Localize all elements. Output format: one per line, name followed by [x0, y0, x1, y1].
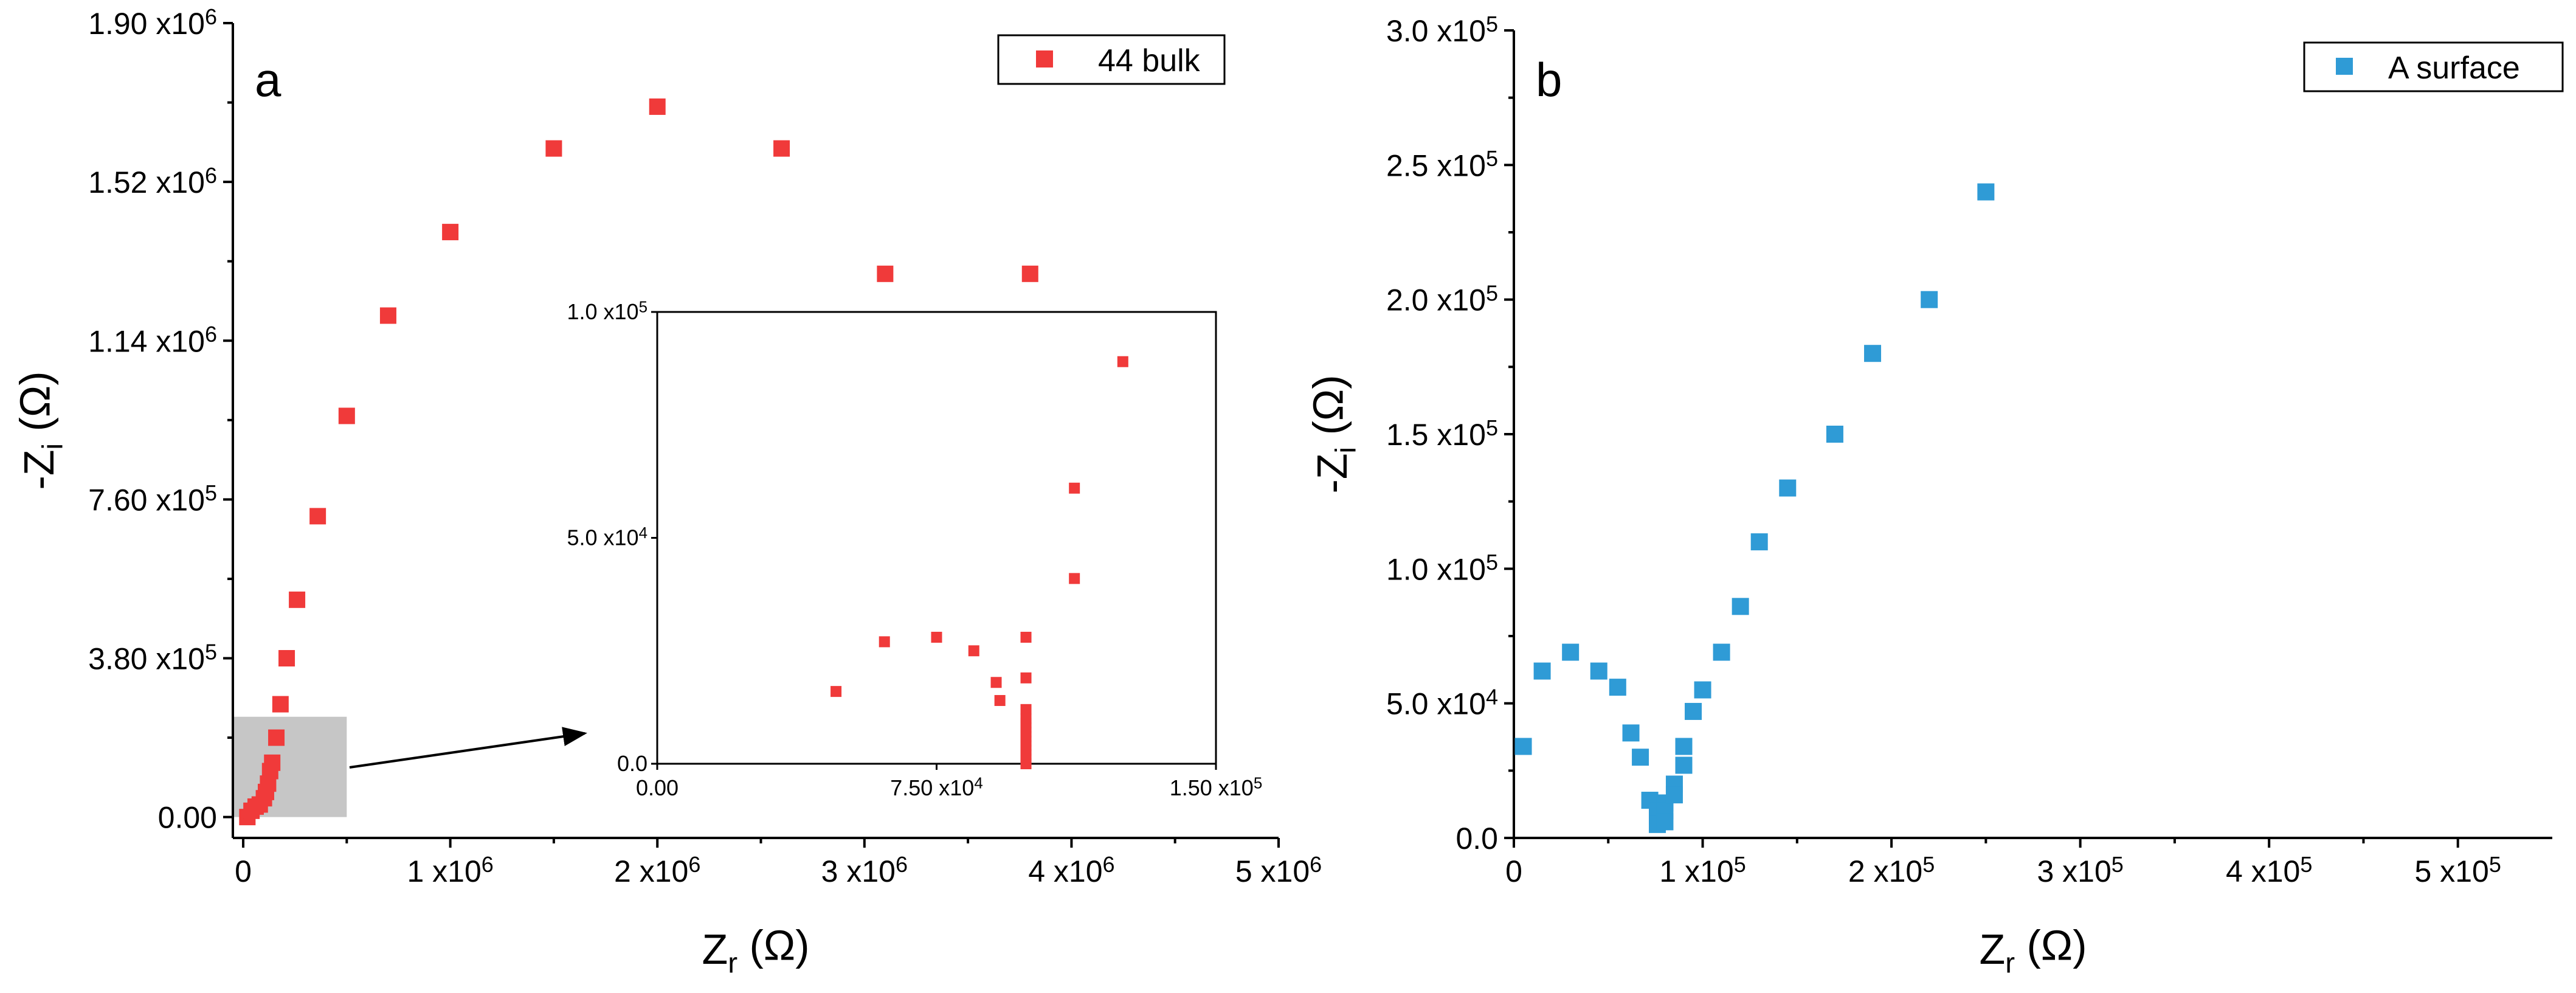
- x-tick-label: 2 x105: [1848, 852, 1935, 888]
- data-point: [1685, 702, 1702, 720]
- data-point: [1732, 598, 1749, 615]
- y-tick-label: 2.0 x105: [1386, 280, 1498, 317]
- data-point: [1609, 679, 1626, 696]
- data-point: [1864, 345, 1882, 362]
- inset-data-point: [968, 645, 979, 657]
- inset-data-point: [1069, 573, 1080, 584]
- data-point: [1665, 786, 1683, 804]
- x-tick-label: 0: [1505, 854, 1522, 888]
- data-point: [1590, 662, 1607, 680]
- data-point: [1826, 426, 1843, 443]
- inset-data-point: [990, 677, 1002, 688]
- data-point: [1514, 738, 1532, 755]
- x-tick-label: 3 x105: [2037, 852, 2123, 888]
- x-tick-label: 4 x105: [2226, 852, 2312, 888]
- inset-data-point: [994, 694, 1006, 706]
- inset-data-point: [1069, 482, 1080, 494]
- inset-data-point: [1117, 356, 1128, 367]
- y-tick-label: 3.80 x105: [88, 639, 217, 676]
- legend-marker: [2336, 58, 2353, 75]
- x-tick-label: 4 x106: [1028, 852, 1114, 888]
- x-axis-title: Zr (Ω): [702, 921, 809, 979]
- data-point: [1021, 265, 1038, 282]
- data-point: [1675, 738, 1693, 755]
- y-tick-label: 2.5 x105: [1386, 146, 1498, 182]
- data-point: [1675, 756, 1693, 774]
- legend-label: A surface: [2388, 50, 2520, 86]
- inset-data-point: [830, 686, 842, 697]
- data-point: [289, 591, 306, 608]
- x-tick-label: 1 x106: [407, 852, 493, 888]
- zoom-arrow: [349, 727, 587, 769]
- y-tick-label: 1.90 x106: [88, 4, 217, 41]
- data-point: [272, 696, 289, 713]
- data-point: [1562, 643, 1580, 661]
- data-point: [338, 407, 355, 424]
- data-point: [1750, 533, 1768, 551]
- y-tick-label: 1.14 x106: [88, 322, 217, 358]
- data-point: [649, 98, 666, 115]
- x-tick-label: 2 x106: [614, 852, 700, 888]
- data-point: [1921, 291, 1938, 308]
- inset-plot: 0.00 7.50 x104 1.50 x105 0.0 5.0 x104 1.0 x10…: [567, 299, 1262, 800]
- data-point: [379, 307, 396, 324]
- inset-y-tick-label: 0.0: [617, 751, 647, 776]
- y-axis-title: -Zi (Ω): [1304, 375, 1362, 493]
- data-point: [773, 140, 790, 157]
- panel-label: a: [255, 53, 281, 106]
- inset-data-point: [1020, 758, 1032, 769]
- y-tick-label: 3.0 x105: [1386, 12, 1498, 48]
- x-tick-label: 5 x106: [1235, 852, 1322, 888]
- inset-background: [657, 312, 1216, 764]
- data-point: [1977, 183, 1995, 201]
- inset-x-tick-label: 1.50 x105: [1170, 775, 1263, 800]
- data-point: [1656, 813, 1674, 831]
- panel-b: 0 1 x105 2 x105 3 x105 4 x105 5 x105 0.0 5.0 x1…: [1304, 12, 2564, 979]
- data-point: [278, 650, 295, 667]
- data-point: [309, 508, 326, 525]
- data-point: [1533, 662, 1551, 680]
- data-point: [268, 729, 285, 746]
- data-point: [1622, 724, 1640, 742]
- data-point: [545, 140, 562, 157]
- inset-data-point: [1020, 704, 1032, 715]
- data-point: [1632, 749, 1649, 766]
- y-tick-label: 7.60 x105: [88, 480, 217, 517]
- data-point: [442, 224, 459, 241]
- panel-a: 0 1 x106 2 x106 3 x106 4 x106 5 x106 0.00 3.80 …: [11, 4, 1322, 979]
- inset-data-point: [931, 631, 942, 643]
- inset-data-point: [1020, 672, 1032, 683]
- data-point: [1713, 643, 1730, 661]
- x-tick-label: 5 x105: [2415, 852, 2501, 888]
- y-tick-label: 1.0 x105: [1386, 550, 1498, 586]
- data-point: [1694, 681, 1711, 699]
- data-point: [1779, 479, 1797, 497]
- y-tick-label: 5.0 x104: [1386, 684, 1498, 721]
- data-point: [877, 265, 894, 282]
- y-tick-label: 1.5 x105: [1386, 415, 1498, 452]
- inset-data-point: [879, 636, 890, 648]
- x-axis-title: Zr (Ω): [1979, 921, 2087, 979]
- y-tick-label: 0.00: [158, 801, 217, 835]
- panel-label: b: [1536, 53, 1562, 106]
- legend-label: 44 bulk: [1098, 43, 1201, 78]
- x-tick-label: 0: [235, 854, 252, 888]
- inset-data-point: [1020, 631, 1032, 643]
- inset-y-tick-label: 1.0 x105: [567, 299, 647, 324]
- inset-x-tick-label: 0.00: [636, 775, 679, 800]
- inset-x-tick-label: 7.50 x104: [890, 775, 983, 800]
- x-tick-label: 3 x106: [821, 852, 908, 888]
- legend-marker: [1036, 50, 1053, 67]
- y-tick-label: 0.0: [1455, 822, 1498, 856]
- y-tick-label: 1.52 x106: [88, 163, 217, 199]
- y-axis-title: -Zi (Ω): [11, 371, 69, 490]
- x-tick-label: 1 x105: [1659, 852, 1746, 888]
- data-point: [264, 754, 281, 771]
- inset-y-tick-label: 5.0 x104: [567, 525, 647, 550]
